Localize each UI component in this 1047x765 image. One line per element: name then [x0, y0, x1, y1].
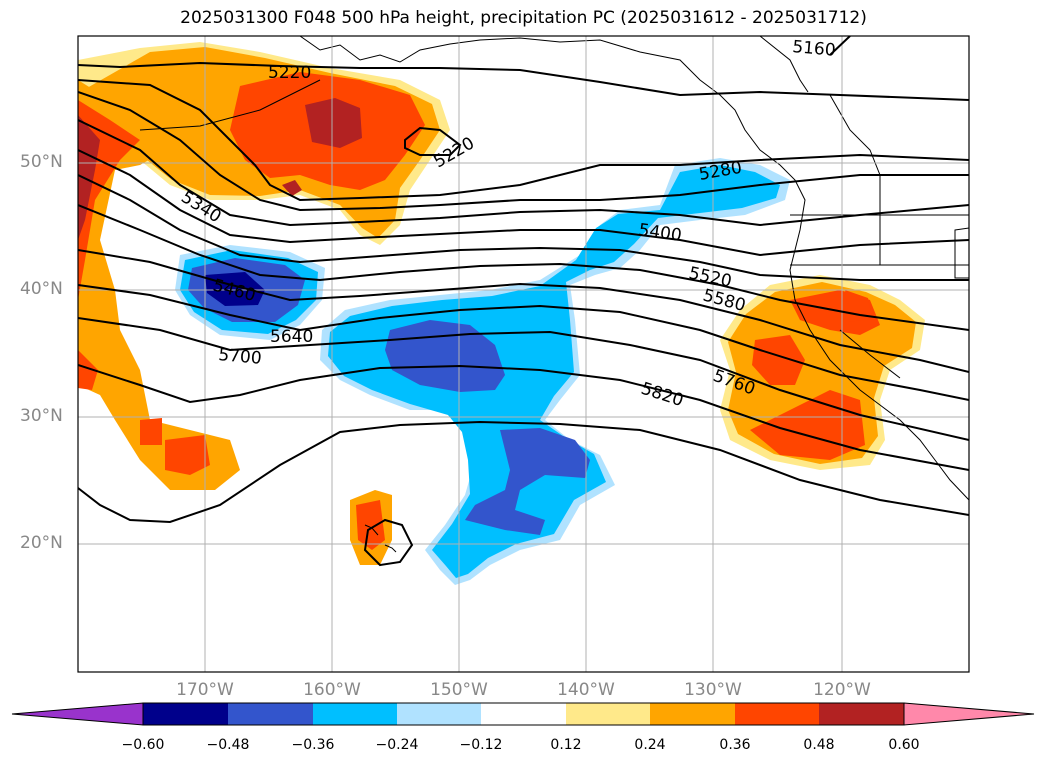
- colorbar: [11, 702, 1035, 726]
- colorbar-tick: −0.48: [206, 737, 250, 753]
- colorbar-tick: −0.12: [459, 737, 503, 753]
- contour-label-5700: 5700: [218, 345, 263, 369]
- lon-label-120w: 120°W: [813, 680, 871, 700]
- lat-label-30n: 30°N: [20, 406, 63, 426]
- lat-label-40n: 40°N: [20, 279, 63, 299]
- contour-label-5160: 5160: [792, 37, 837, 61]
- lon-label-160w: 160°W: [303, 680, 361, 700]
- height-contours: [78, 36, 969, 567]
- lon-label-140w: 140°W: [557, 680, 615, 700]
- colorbar-tick: 0.48: [803, 737, 835, 753]
- negative-anomaly-west: [175, 245, 325, 340]
- lat-label-50n: 50°N: [20, 152, 63, 172]
- colorbar-tick: −0.36: [291, 737, 335, 753]
- colorbar-tick: 0.36: [719, 737, 751, 753]
- lat-label-20n: 20°N: [20, 533, 63, 553]
- map-title: 2025031300 F048 500 hPa height, precipit…: [180, 8, 867, 28]
- map-frame: [77, 35, 970, 673]
- contour-label-5640: 5640: [270, 327, 313, 347]
- colorbar-tick: 0.24: [634, 737, 666, 753]
- colorbar-tick: −0.60: [121, 737, 165, 753]
- colorbar-tick: 0.60: [888, 737, 920, 753]
- lon-label-170w: 170°W: [176, 680, 234, 700]
- colorbar-tick: −0.24: [375, 737, 419, 753]
- colorbar-tick: 0.12: [550, 737, 582, 753]
- lon-label-130w: 130°W: [684, 680, 742, 700]
- lon-label-150w: 150°W: [430, 680, 488, 700]
- gridlines: [78, 36, 969, 672]
- contour-label-5220-a: 5220: [268, 63, 311, 83]
